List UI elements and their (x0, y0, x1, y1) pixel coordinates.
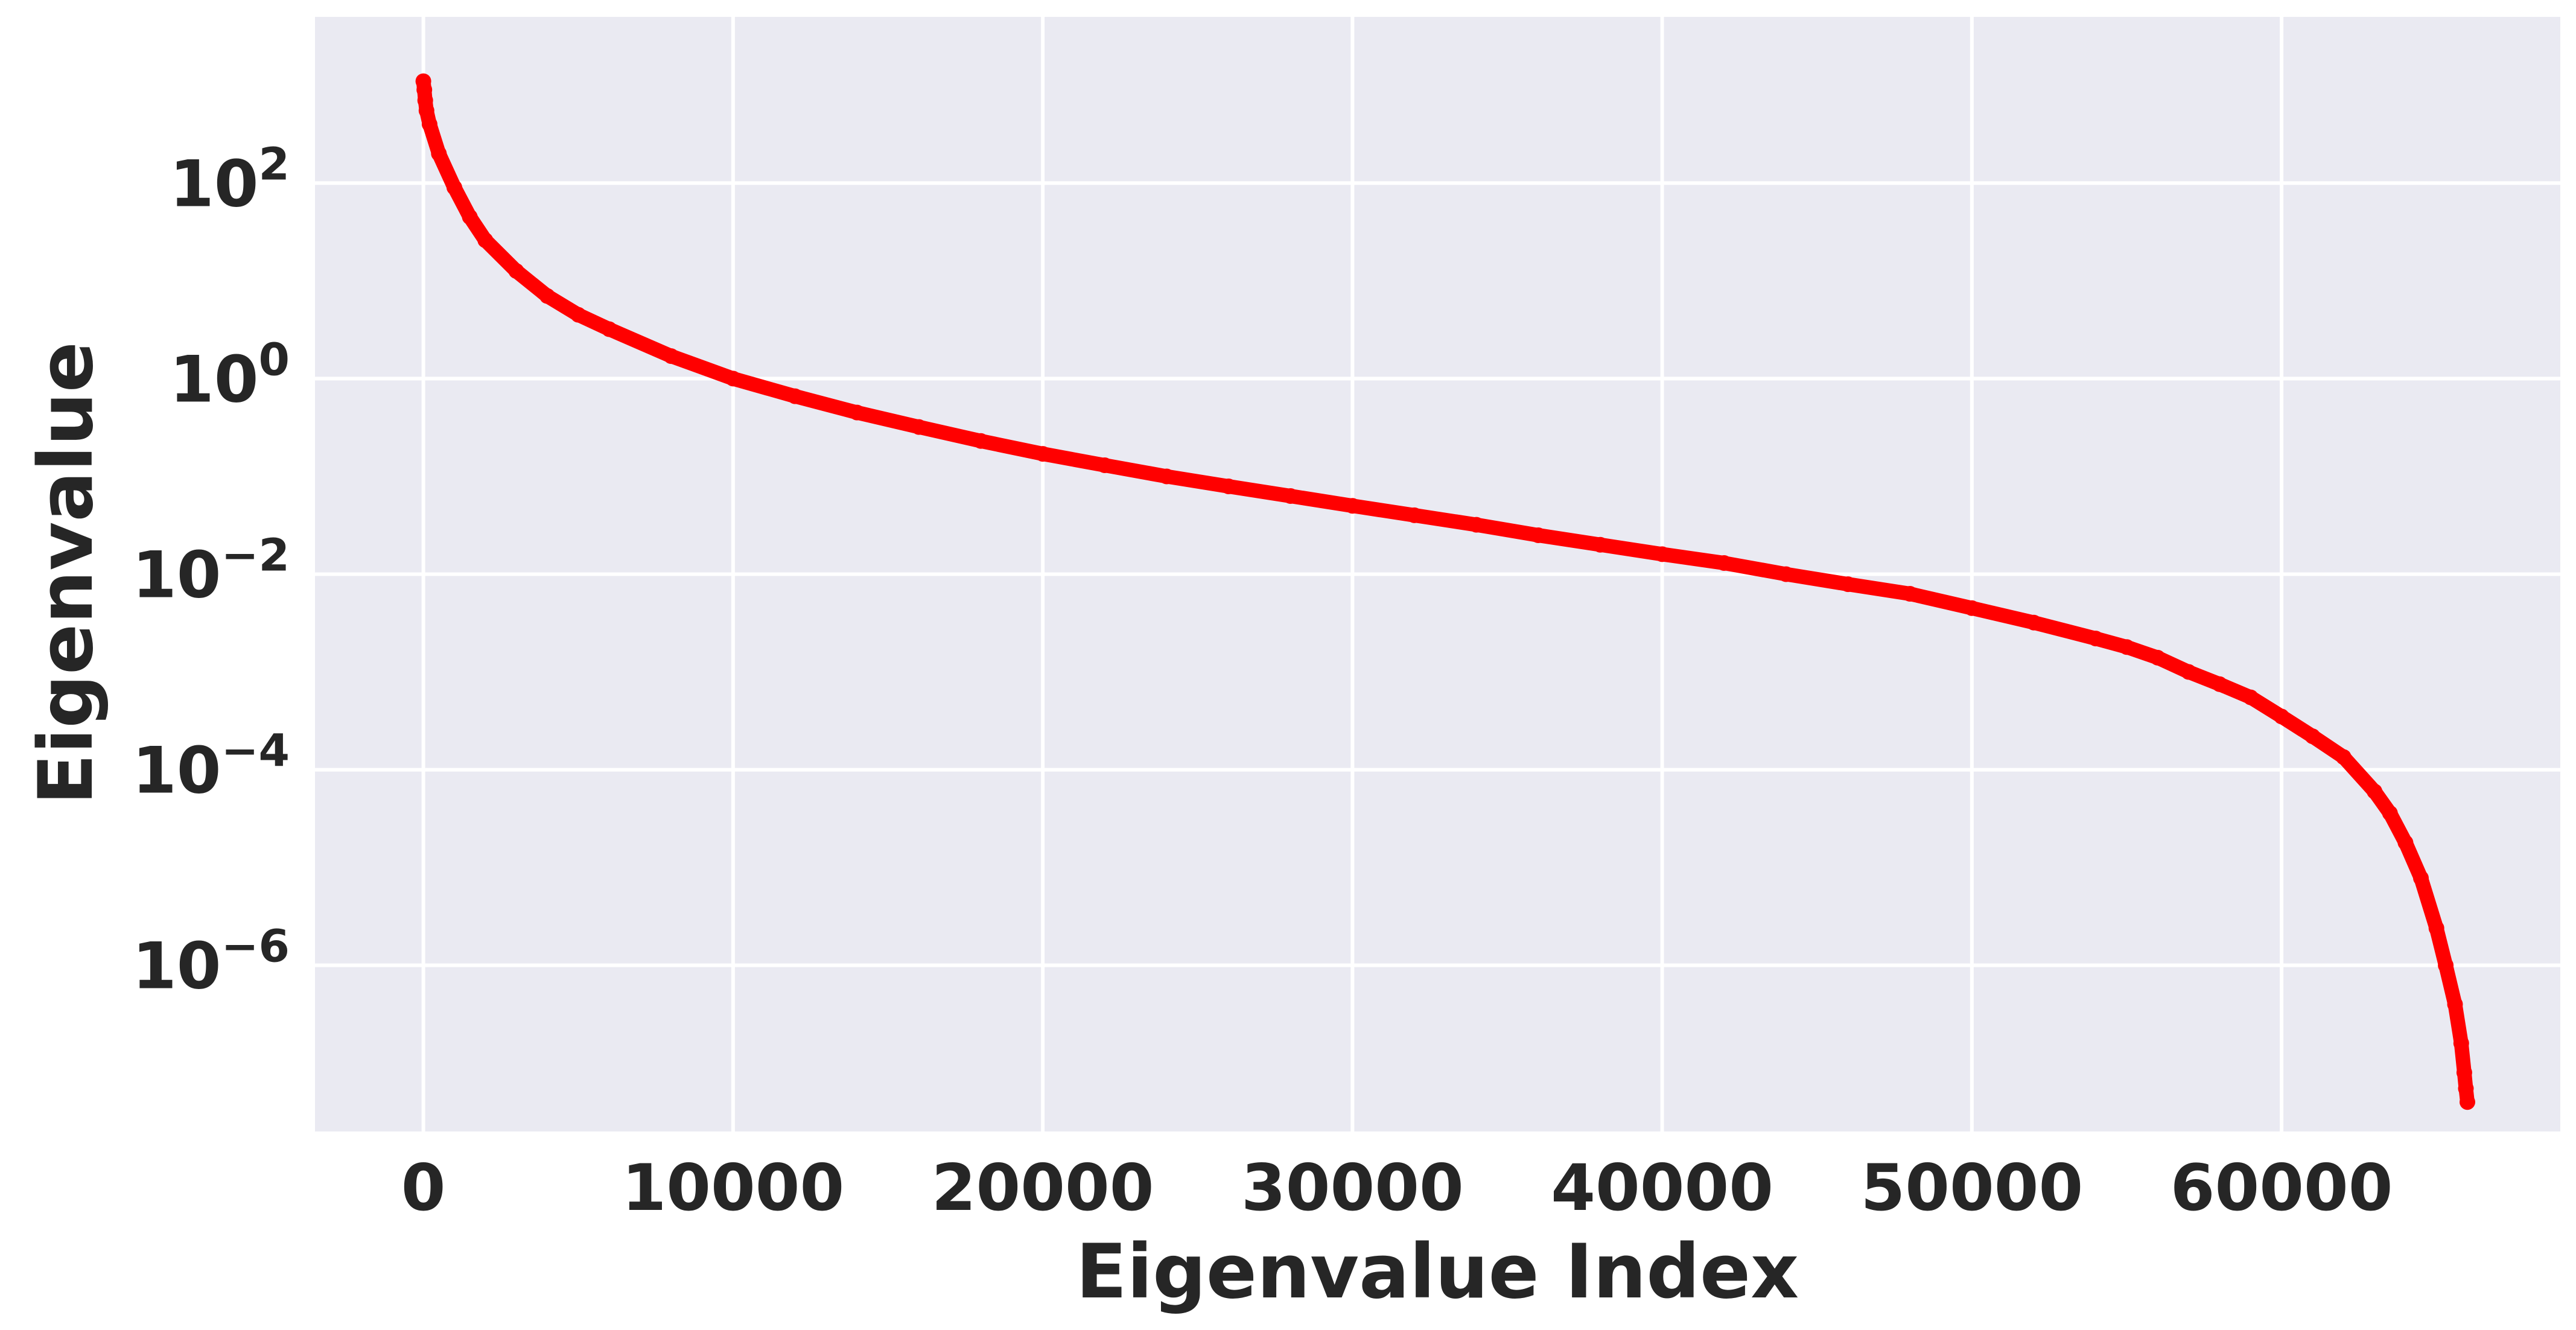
eigenvalue-point (1530, 527, 1547, 543)
eigenvalue-point (2181, 664, 2197, 680)
eigenvalue-point (539, 288, 555, 304)
eigenvalue-point (2088, 631, 2104, 647)
eigenvalue-point (2335, 749, 2352, 765)
y-tick-labels: 102 100 10−2 10−4 10−6 (132, 138, 290, 1003)
eigenvalue-point (1407, 507, 1422, 523)
eigenvalue-point (2026, 614, 2042, 631)
eigenvalue-series (415, 73, 2475, 1110)
x-axis-label: Eigenvalue Index (1076, 1229, 1799, 1316)
eigenvalue-point (1964, 600, 1980, 616)
eigenvalue-point (2119, 639, 2135, 655)
eigenvalue-point (911, 419, 927, 435)
eigenvalue-point (1221, 479, 1237, 494)
eigenvalue-point (462, 209, 478, 225)
eigenvalue-point (1096, 457, 1113, 473)
eigenvalue-point (2149, 649, 2166, 666)
eigenvalue-point (2382, 805, 2398, 821)
eigenvalue-point (1159, 468, 1175, 485)
x-tick-label: 10000 (622, 1151, 844, 1225)
eigenvalue-point (477, 232, 494, 249)
eigenvalue-point (1778, 566, 1794, 582)
eigenvalue-point (2274, 708, 2290, 725)
eigenvalue-point (1592, 536, 1608, 553)
y-axis-label: Eigenvalue (23, 342, 110, 805)
eigenvalue-point (570, 307, 587, 323)
eigenvalue-point (1282, 488, 1299, 504)
eigenvalue-point (1468, 517, 1484, 533)
eigenvalue-point (1035, 446, 1051, 462)
y-tick-label: 100 (170, 334, 290, 416)
y-tick-label: 10−4 (132, 725, 290, 808)
x-tick-label: 0 (401, 1151, 446, 1225)
x-tick-label: 50000 (1860, 1151, 2083, 1225)
eigenvalue-point (2397, 835, 2414, 851)
eigenvalue-point (421, 116, 437, 132)
eigenvalue-point (2413, 870, 2429, 886)
eigenvalue-point (1716, 555, 1732, 571)
eigenvalue-point (431, 145, 447, 162)
eigenvalue-point (1344, 498, 1361, 514)
y-tick-label: 10−2 (132, 530, 290, 612)
eigenvalue-point (508, 263, 524, 279)
x-tick-label: 20000 (932, 1151, 1154, 1225)
eigenvalue-point (1902, 586, 1918, 602)
eigenvalue-point (2460, 1094, 2475, 1110)
y-tick-label: 102 (170, 138, 290, 221)
eigenvalue-point (2458, 1080, 2474, 1096)
eigenvalue-point (2212, 676, 2228, 692)
eigenvalue-point (2428, 920, 2444, 937)
eigenvalue-point (973, 433, 989, 449)
eigenvalue-point (1654, 546, 1670, 562)
eigenvalue-point (2367, 783, 2383, 800)
eigenvalue-point (447, 179, 462, 196)
x-tick-labels: 0 10000 20000 30000 40000 50000 60000 (401, 1151, 2393, 1225)
y-gridlines (315, 181, 2560, 967)
eigenvalue-point (2438, 957, 2454, 973)
eigenvalue-point (2242, 689, 2259, 705)
eigenvalue-point (2456, 1064, 2472, 1081)
x-tick-label: 40000 (1551, 1151, 1773, 1225)
eigenvalue-point (725, 371, 741, 387)
y-tick-label: 10−6 (132, 921, 290, 1004)
eigenvalue-point (2304, 728, 2321, 745)
eigenvalue-point (418, 103, 434, 119)
eigenvalue-point (849, 404, 865, 421)
eigenvalue-point (601, 321, 617, 337)
eigenvalue-point (663, 348, 679, 364)
eigenvalue-point (1840, 576, 1856, 593)
eigenvalue-point (787, 388, 803, 404)
x-tick-label: 60000 (2171, 1151, 2393, 1225)
x-tick-label: 30000 (1241, 1151, 1464, 1225)
eigenvalue-point (2453, 1035, 2469, 1051)
eigenvalue-point (2447, 996, 2463, 1013)
